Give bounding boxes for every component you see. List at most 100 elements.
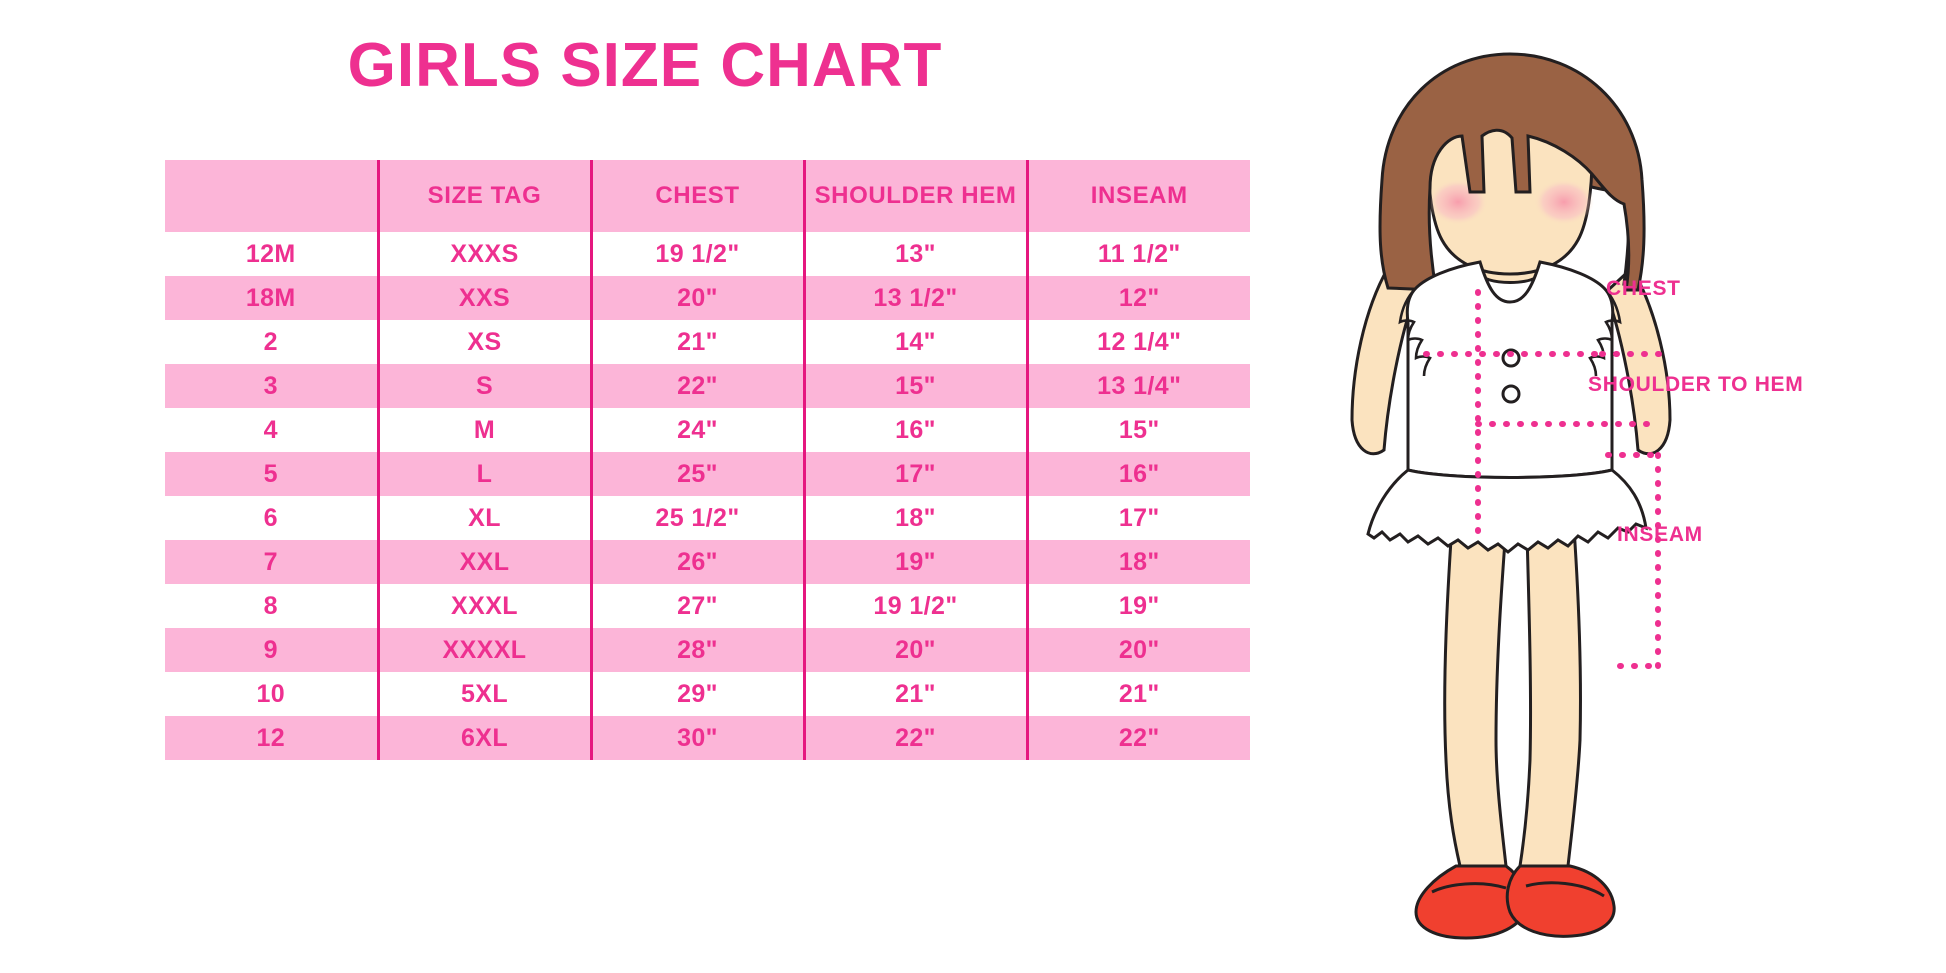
cell-inseam: 18" — [1027, 540, 1250, 584]
size-chart-table-wrapper: SIZE TAG CHEST SHOULDER HEM INSEAM 12M XX… — [165, 160, 1250, 760]
size-chart-table: SIZE TAG CHEST SHOULDER HEM INSEAM 12M XX… — [165, 160, 1250, 760]
cell-shoulder-hem: 18" — [804, 496, 1029, 540]
cell-size-tag: XXXS — [378, 232, 593, 276]
cell-shoulder-hem: 19" — [804, 540, 1029, 584]
table-row: 10 5XL 29" 21" 21" — [165, 672, 1250, 716]
table-header: SIZE TAG CHEST SHOULDER HEM INSEAM — [165, 160, 1250, 232]
blush-cheeks — [1534, 179, 1594, 225]
cell-shoulder-hem: 21" — [804, 672, 1029, 716]
cell-shoulder-hem: 16" — [804, 408, 1029, 452]
cell-size-tag: XS — [378, 320, 593, 364]
table-row: 8 XXXL 27" 19 1/2" 19" — [165, 584, 1250, 628]
inseam-dotted-line — [1605, 452, 1663, 671]
cell-size-tag: XXS — [378, 276, 593, 320]
cell-size: 6 — [165, 496, 380, 540]
cell-size: 9 — [165, 628, 380, 672]
cell-size: 18M — [165, 276, 380, 320]
table-row: 12M XXXS 19 1/2" 13" 11 1/2" — [165, 232, 1250, 276]
cell-shoulder-hem: 17" — [804, 452, 1029, 496]
cell-chest: 19 1/2" — [591, 232, 806, 276]
column-header-inseam: INSEAM — [1027, 160, 1250, 232]
table-row: 5 L 25" 17" 16" — [165, 452, 1250, 496]
cell-shoulder-hem: 15" — [804, 364, 1029, 408]
hair-bangs — [1378, 52, 1646, 292]
shoulder-to-hem-dotted-line — [1475, 289, 1663, 537]
cell-inseam: 12 1/4" — [1027, 320, 1250, 364]
page-title: GIRLS SIZE CHART — [347, 31, 943, 100]
cell-chest: 25 1/2" — [591, 496, 806, 540]
cell-chest: 25" — [591, 452, 806, 496]
cell-size-tag: L — [378, 452, 593, 496]
cell-size-tag: XXL — [378, 540, 593, 584]
cell-chest: 22" — [591, 364, 806, 408]
cell-size-tag: XXXXL — [378, 628, 593, 672]
table-row: 3 S 22" 15" 13 1/4" — [165, 364, 1250, 408]
cell-size-tag: XL — [378, 496, 593, 540]
red-mary-jane-shoes — [1414, 864, 1616, 940]
column-header-size-tag: SIZE TAG — [378, 160, 593, 232]
sleeveless-ruffle-top — [1398, 260, 1622, 479]
cell-shoulder-hem: 20" — [804, 628, 1029, 672]
cell-chest: 21" — [591, 320, 806, 364]
arms — [1350, 265, 1672, 456]
column-header-chest: CHEST — [591, 160, 806, 232]
cell-size: 8 — [165, 584, 380, 628]
ruffled-skirt — [1366, 468, 1648, 554]
cell-chest: 30" — [591, 716, 806, 760]
cell-inseam: 16" — [1027, 452, 1250, 496]
column-header-shoulder-hem: SHOULDER HEM — [804, 160, 1029, 232]
cell-inseam: 19" — [1027, 584, 1250, 628]
table-row: 9 XXXXL 28" 20" 20" — [165, 628, 1250, 672]
cell-shoulder-hem: 14" — [804, 320, 1029, 364]
cell-inseam: 13 1/4" — [1027, 364, 1250, 408]
callout-label-inseam: INSEAM — [1617, 523, 1703, 546]
column-header-size — [165, 160, 380, 232]
cell-inseam: 20" — [1027, 628, 1250, 672]
cell-size-tag: S — [378, 364, 593, 408]
cell-size: 3 — [165, 364, 380, 408]
cell-size-tag: XXXL — [378, 584, 593, 628]
cell-size: 10 — [165, 672, 380, 716]
cell-shoulder-hem: 19 1/2" — [804, 584, 1029, 628]
cell-inseam: 21" — [1027, 672, 1250, 716]
cell-size: 2 — [165, 320, 380, 364]
cell-chest: 26" — [591, 540, 806, 584]
cell-inseam: 11 1/2" — [1027, 232, 1250, 276]
table-row: 4 M 24" 16" 15" — [165, 408, 1250, 452]
legs — [1443, 493, 1583, 868]
table-header-row: SIZE TAG CHEST SHOULDER HEM INSEAM — [165, 160, 1250, 232]
cell-inseam: 17" — [1027, 496, 1250, 540]
cell-size: 5 — [165, 452, 380, 496]
cell-size: 12 — [165, 716, 380, 760]
buttons — [1501, 384, 1521, 404]
cell-shoulder-hem: 13 1/2" — [804, 276, 1029, 320]
buttons — [1501, 348, 1521, 368]
table-body: 12M XXXS 19 1/2" 13" 11 1/2" 18M XXS 20" 13 1/2"… — [165, 232, 1250, 760]
table-row: 6 XL 25 1/2" 18" 17" — [165, 496, 1250, 540]
table-row: 2 XS 21" 14" 12 1/4" — [165, 320, 1250, 364]
callout-label-shoulder-to-hem: SHOULDER TO HEM — [1588, 373, 1804, 396]
callout-label-chest: CHEST — [1606, 277, 1681, 300]
cell-size: 12M — [165, 232, 380, 276]
cell-size: 7 — [165, 540, 380, 584]
table-row: 7 XXL 26" 19" 18" — [165, 540, 1250, 584]
cell-shoulder-hem: 13" — [804, 232, 1029, 276]
cell-size: 4 — [165, 408, 380, 452]
girl-figure-illustration: CHEST SHOULDER TO HEM INSEAM — [1330, 40, 1946, 940]
table-row: 12 6XL 30" 22" 22" — [165, 716, 1250, 760]
cell-inseam: 12" — [1027, 276, 1250, 320]
cell-inseam: 15" — [1027, 408, 1250, 452]
girl-figure-svg — [1350, 52, 1672, 940]
cell-size-tag: 6XL — [378, 716, 593, 760]
cell-shoulder-hem: 22" — [804, 716, 1029, 760]
cell-size-tag: M — [378, 408, 593, 452]
cell-chest: 20" — [591, 276, 806, 320]
cell-chest: 29" — [591, 672, 806, 716]
table-row: 18M XXS 20" 13 1/2" 12" — [165, 276, 1250, 320]
cell-chest: 28" — [591, 628, 806, 672]
cell-chest: 24" — [591, 408, 806, 452]
cell-inseam: 22" — [1027, 716, 1250, 760]
cell-chest: 27" — [591, 584, 806, 628]
cell-size-tag: 5XL — [378, 672, 593, 716]
